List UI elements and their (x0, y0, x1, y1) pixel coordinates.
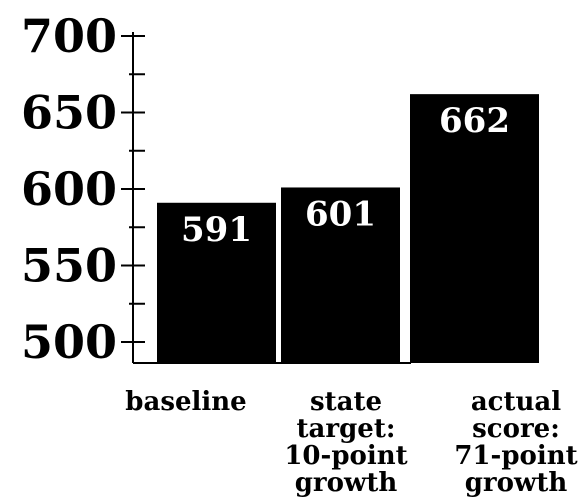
category-label: 71-point (454, 441, 577, 471)
category-label: state (310, 387, 382, 417)
category-label: 10-point (284, 441, 407, 471)
bar-value-label: 591 (181, 210, 252, 250)
category-label: growth (295, 468, 398, 498)
bar (157, 202, 276, 363)
bar-value-label: 601 (305, 194, 376, 234)
y-tick-label: 550 (21, 239, 117, 293)
bars: 591 601 662 (157, 94, 539, 363)
y-axis: 500 550 600 650 700 (21, 9, 411, 369)
y-tick-label: 650 (21, 86, 117, 140)
y-tick-label: 700 (21, 9, 117, 63)
category-labels: baseline statetarget:10-pointgrowthactual… (125, 387, 577, 498)
category-label: target: (297, 414, 396, 444)
bar (410, 94, 539, 363)
category-label: growth (465, 468, 568, 498)
category-label: score: (472, 414, 560, 444)
category-label: baseline (125, 387, 246, 417)
bar-value-label: 662 (439, 101, 510, 141)
category-label: actual (471, 387, 561, 417)
y-tick-label: 500 (21, 315, 117, 369)
bar (281, 187, 400, 363)
y-tick-label: 600 (21, 162, 117, 216)
